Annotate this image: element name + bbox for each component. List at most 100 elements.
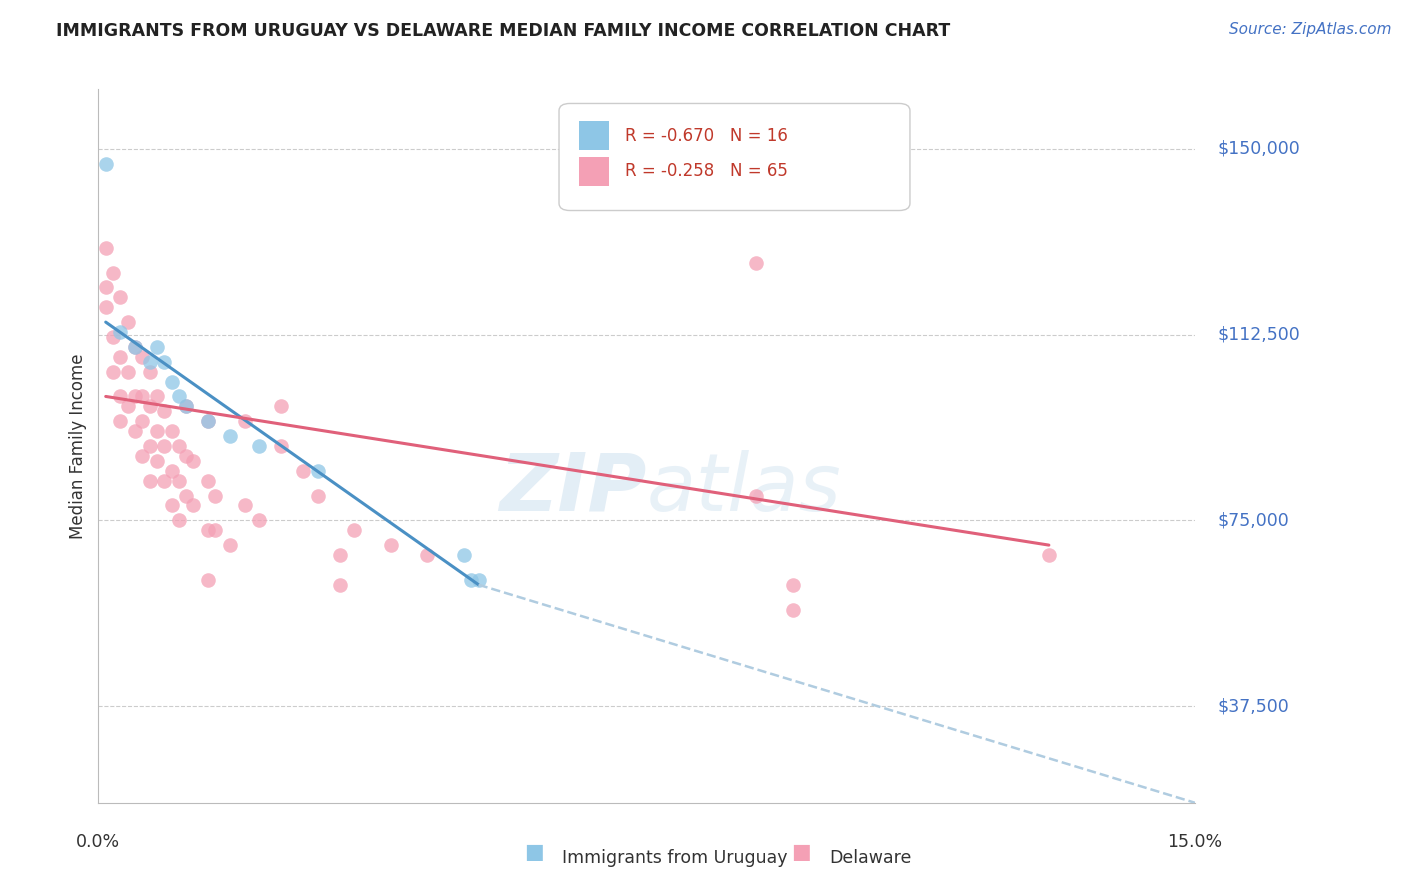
Point (153, 355, 176, 369)
Point (94, 241, 117, 255)
Point (101, 330, 124, 344)
Point (183, 499, 205, 513)
Point (167, 474, 190, 488)
Point (247, 439, 270, 453)
Point (219, 538, 242, 552)
Point (204, 523, 226, 537)
Point (782, 602, 804, 616)
Point (146, 454, 169, 468)
Point (167, 513, 190, 527)
Text: R = -0.258   N = 65: R = -0.258 N = 65 (624, 162, 787, 180)
Point (782, 578, 804, 592)
Text: $75,000: $75,000 (1218, 511, 1289, 529)
Point (110, 290, 132, 304)
Point (197, 414, 219, 428)
Bar (579, 121, 609, 150)
Point (138, 355, 160, 369)
Text: 0.0%: 0.0% (76, 832, 121, 851)
Point (270, 439, 292, 453)
Point (453, 548, 475, 562)
Point (138, 400, 160, 414)
Point (131, 350, 153, 364)
Point (138, 365, 160, 379)
Point (94, 300, 117, 314)
Point (131, 414, 153, 428)
Point (197, 414, 219, 428)
Point (101, 266, 124, 280)
Text: 15.0%: 15.0% (1167, 832, 1223, 851)
Point (197, 573, 219, 587)
Text: $150,000: $150,000 (1218, 140, 1299, 158)
Text: IMMIGRANTS FROM URUGUAY VS DELAWARE MEDIAN FAMILY INCOME CORRELATION CHART: IMMIGRANTS FROM URUGUAY VS DELAWARE MEDI… (56, 22, 950, 40)
Text: Source: ZipAtlas.com: Source: ZipAtlas.com (1229, 22, 1392, 37)
Point (124, 340, 146, 354)
Text: atlas: atlas (647, 450, 842, 528)
Point (416, 548, 439, 562)
Point (329, 578, 352, 592)
Point (174, 489, 197, 503)
Point (292, 464, 315, 478)
Point (146, 340, 169, 354)
Point (160, 424, 183, 438)
Point (131, 389, 153, 403)
Point (110, 325, 132, 339)
Point (153, 474, 176, 488)
Text: ZIP: ZIP (499, 450, 647, 528)
Text: ■: ■ (524, 842, 544, 862)
Point (138, 439, 160, 453)
Point (146, 389, 169, 403)
Point (117, 315, 139, 329)
Point (94, 156, 117, 170)
Point (1038, 548, 1060, 562)
Point (233, 414, 256, 428)
Point (117, 365, 139, 379)
Point (247, 513, 270, 527)
Text: $112,500: $112,500 (1218, 326, 1299, 343)
Point (460, 573, 482, 587)
Point (153, 439, 176, 453)
Point (131, 449, 153, 463)
Point (124, 389, 146, 403)
Point (110, 389, 132, 403)
Bar (579, 157, 609, 186)
Point (167, 389, 190, 403)
Point (197, 523, 219, 537)
FancyBboxPatch shape (560, 103, 910, 211)
Text: Delaware: Delaware (830, 849, 912, 867)
Point (174, 400, 197, 414)
Text: ■: ■ (792, 842, 811, 862)
Point (174, 400, 197, 414)
Point (233, 499, 256, 513)
Point (124, 424, 146, 438)
Point (270, 400, 292, 414)
Point (745, 489, 768, 503)
Text: R = -0.670   N = 16: R = -0.670 N = 16 (624, 127, 787, 145)
Point (307, 489, 329, 503)
Point (197, 474, 219, 488)
Point (745, 255, 768, 269)
Text: Immigrants from Uruguay: Immigrants from Uruguay (562, 849, 787, 867)
Point (204, 489, 226, 503)
Point (343, 523, 366, 537)
Point (117, 400, 139, 414)
Point (174, 449, 197, 463)
Point (94, 280, 117, 294)
Point (380, 538, 402, 552)
Point (160, 375, 183, 389)
Point (467, 573, 489, 587)
Point (101, 365, 124, 379)
Point (110, 350, 132, 364)
Point (160, 499, 183, 513)
Point (160, 464, 183, 478)
Point (124, 340, 146, 354)
Point (219, 429, 242, 443)
Point (146, 424, 169, 438)
Point (110, 414, 132, 428)
Y-axis label: Median Family Income: Median Family Income (69, 353, 87, 539)
Point (183, 454, 205, 468)
Point (138, 474, 160, 488)
Point (307, 464, 329, 478)
Text: $37,500: $37,500 (1218, 698, 1289, 715)
Point (153, 404, 176, 418)
Point (329, 548, 352, 562)
